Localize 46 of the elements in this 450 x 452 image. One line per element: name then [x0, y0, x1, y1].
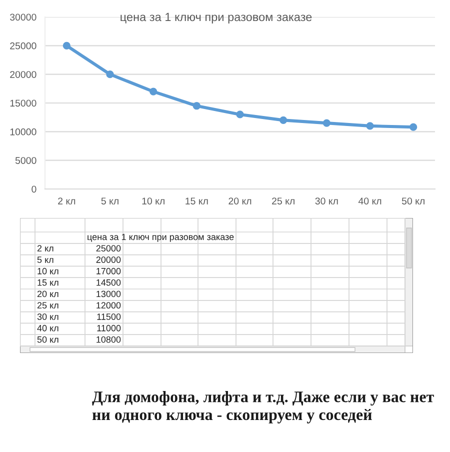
x-tick-label: 25 кл — [272, 198, 294, 204]
category-label: 15 кл — [38, 279, 58, 286]
y-tick-label: 30000 — [10, 14, 36, 21]
category-label: 10 кл — [38, 268, 58, 274]
text: Для домофона, лифта и т.д. Даже если у вас нет ни одного ключа - скопируем у соседей — [92, 391, 434, 424]
text: цена за 1 ключ при разовом заказе — [88, 234, 234, 242]
point — [322, 119, 330, 127]
category-label: 20 кл — [37, 290, 58, 298]
data-label: 20000 — [96, 256, 121, 263]
category-label: 50 кл — [37, 336, 58, 343]
y-tick-label: 15000 — [10, 100, 36, 107]
category-label: 40 кл — [37, 324, 58, 332]
y-tick-label: 20000 — [10, 71, 36, 78]
point — [366, 122, 374, 130]
data-label: 14500 — [96, 279, 121, 286]
y-tick-label: 25000 — [10, 42, 36, 50]
y-tick-label: 5000 — [15, 157, 36, 164]
category-label: 25 кл — [37, 302, 58, 309]
x-tick-label: 50 кл — [402, 198, 424, 204]
category-label: 2 кл — [37, 245, 54, 252]
point — [410, 123, 418, 131]
point — [236, 110, 244, 118]
point — [280, 116, 288, 124]
point — [150, 88, 158, 96]
x-tick-label: 5 кл — [101, 198, 118, 204]
x-tick-label: 2 кл — [58, 198, 76, 204]
point — [106, 70, 114, 78]
data-label: 12000 — [96, 302, 121, 309]
data-label: 11500 — [97, 314, 121, 320]
x-tick-label: 30 кл — [315, 198, 338, 204]
chart-title: цена за 1 ключ при разовом заказе — [120, 12, 312, 24]
data-label: 17000 — [96, 268, 121, 274]
data-label: 13000 — [96, 290, 121, 298]
data-label: 25000 — [96, 245, 121, 252]
category-label: 30 кл — [37, 314, 58, 320]
y-tick-label: 10000 — [10, 128, 36, 136]
point — [192, 102, 200, 110]
x-tick-label: 15 кл — [186, 198, 208, 204]
point — [62, 42, 70, 50]
x-tick-label: 20 кл — [228, 198, 252, 204]
x-tick-label: 40 кл — [358, 198, 382, 204]
x-tick-label: 10 кл — [142, 198, 164, 204]
category-label: 5 кл — [37, 256, 54, 263]
y-tick-label: 0 — [32, 186, 36, 193]
data-label: 10800 — [96, 336, 121, 343]
data-label: 11000 — [97, 324, 121, 332]
